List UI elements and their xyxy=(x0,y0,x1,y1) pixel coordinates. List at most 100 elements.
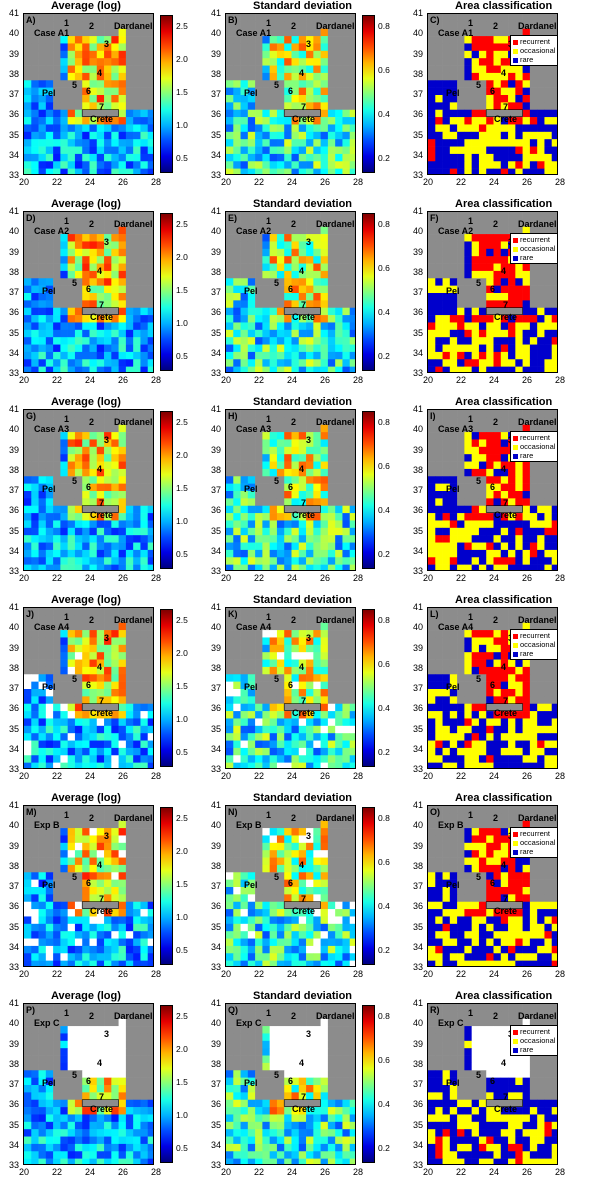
grid-cell xyxy=(262,711,270,719)
grid-cell xyxy=(89,417,98,426)
grid-cell xyxy=(125,622,134,631)
grid-cell xyxy=(31,131,39,140)
grid-cell xyxy=(118,424,127,433)
grid-cell xyxy=(89,329,98,338)
grid-cell xyxy=(140,351,149,360)
grid-cell xyxy=(508,622,516,631)
grid-cell xyxy=(60,762,68,768)
grid-cell xyxy=(233,95,241,103)
grid-cell xyxy=(464,109,472,118)
grid-cell xyxy=(74,549,83,558)
grid-cell xyxy=(269,659,278,668)
grid-cell xyxy=(291,256,300,264)
grid-cell xyxy=(74,615,83,624)
grid-cell xyxy=(313,65,321,74)
grid-cell xyxy=(306,21,314,30)
grid-cell xyxy=(53,461,61,470)
grid-cell xyxy=(31,241,39,250)
grid-cell xyxy=(306,762,314,768)
grid-cell xyxy=(67,520,76,529)
grid-cell xyxy=(284,520,292,529)
grid-cell xyxy=(147,446,153,455)
grid-cell xyxy=(104,652,112,660)
grid-cell xyxy=(140,498,149,507)
grid-cell xyxy=(53,109,61,118)
grid-cell xyxy=(478,337,487,345)
grid-cell xyxy=(457,520,465,529)
grid-cell xyxy=(508,666,516,675)
grid-cell xyxy=(255,315,263,323)
grid-cell xyxy=(233,659,241,668)
grid-cell xyxy=(53,263,61,272)
grid-cell xyxy=(111,285,119,294)
grid-cell xyxy=(551,293,557,301)
grid-cell xyxy=(240,468,249,477)
grid-cell xyxy=(471,102,480,111)
grid-cell xyxy=(478,14,487,22)
grid-cell xyxy=(38,161,47,169)
grid-cell xyxy=(449,263,458,272)
grid-cell xyxy=(262,410,270,418)
grid-cell xyxy=(298,417,307,426)
grid-cell xyxy=(551,65,557,74)
grid-cell xyxy=(262,630,270,638)
grid-cell xyxy=(240,689,249,697)
grid-cell xyxy=(335,359,343,367)
grid-cell xyxy=(233,718,241,727)
grid-cell xyxy=(147,248,153,257)
grid-cell xyxy=(118,219,127,228)
colorbar-tick: 0.8 xyxy=(378,615,390,625)
grid-cell xyxy=(133,733,141,741)
grid-cell xyxy=(522,139,531,147)
grid-cell xyxy=(500,285,509,294)
grid-cell xyxy=(435,491,443,499)
grid-cell xyxy=(147,557,153,565)
zone-number-6: 6 xyxy=(86,680,91,690)
grid-cell xyxy=(335,285,343,294)
grid-cell xyxy=(544,278,553,286)
grid-cell xyxy=(226,139,234,147)
grid-cell xyxy=(320,696,329,705)
grid-cell xyxy=(96,43,105,52)
grid-cell xyxy=(31,263,39,272)
grid-cell xyxy=(313,212,321,220)
grid-cell xyxy=(74,36,83,44)
grid-cell xyxy=(240,278,249,286)
grid-cell xyxy=(45,131,54,140)
grid-cell xyxy=(471,65,480,74)
case-label: Case A3 xyxy=(438,424,473,434)
grid-cell xyxy=(233,762,241,768)
grid-cell xyxy=(233,549,241,558)
grid-cell xyxy=(313,263,321,272)
grid-cell xyxy=(147,718,153,727)
grid-cell xyxy=(60,622,68,631)
grid-cell xyxy=(233,747,241,756)
grid-cell xyxy=(457,535,465,543)
grid-cell xyxy=(147,513,153,521)
grid-cell xyxy=(118,476,127,484)
grid-cell xyxy=(449,410,458,418)
grid-cell xyxy=(457,43,465,52)
grid-cell xyxy=(537,270,545,279)
grid-cell xyxy=(478,248,487,257)
grid-cell xyxy=(486,102,494,111)
grid-cell xyxy=(96,733,105,741)
grid-cell xyxy=(45,80,54,88)
grid-cell xyxy=(67,637,76,646)
grid-cell xyxy=(60,14,68,22)
grid-cell xyxy=(226,762,234,768)
grid-cell xyxy=(298,270,307,279)
grid-cell xyxy=(335,711,343,719)
grid-cell xyxy=(349,234,355,242)
grid-cell xyxy=(291,564,300,570)
grid-cell xyxy=(240,263,249,272)
grid-cell xyxy=(133,674,141,682)
grid-cell xyxy=(457,87,465,96)
grid-cell xyxy=(226,615,234,624)
grid-cell xyxy=(226,468,234,477)
grid-cell xyxy=(247,747,256,756)
grid-cell xyxy=(89,410,98,418)
grid-cell xyxy=(306,498,314,507)
